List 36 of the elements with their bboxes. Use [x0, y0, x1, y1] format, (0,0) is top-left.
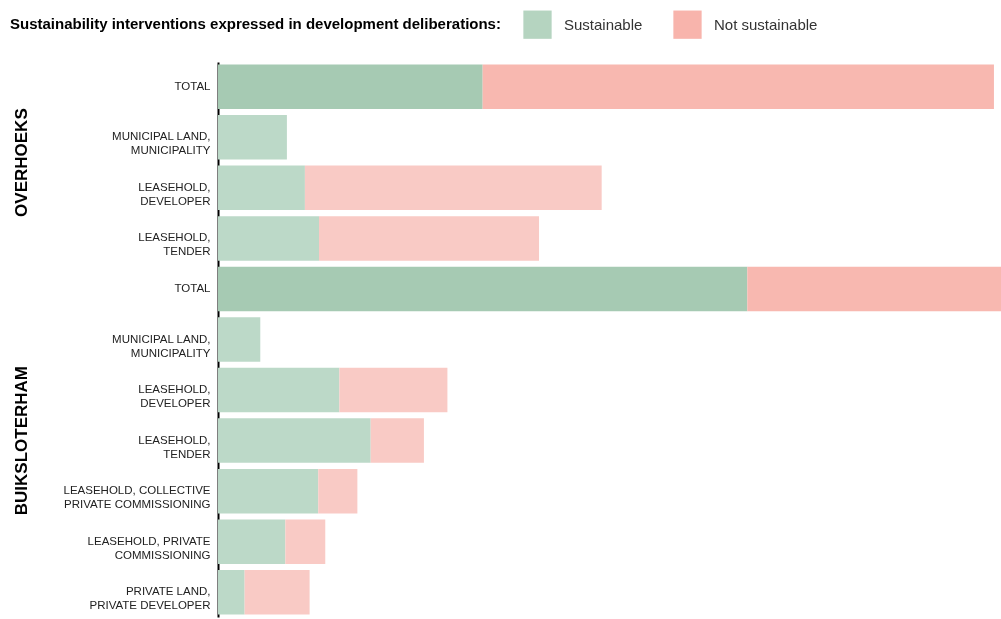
- bar: [482, 64, 994, 110]
- bar: [218, 317, 261, 362]
- bar: [218, 115, 287, 160]
- y-tick-label: LEASEHOLD, TENDER: [138, 231, 211, 258]
- bar: [218, 569, 245, 615]
- text: OVERHOEKS: [12, 108, 31, 217]
- bar: [218, 64, 483, 110]
- bar: [218, 418, 371, 463]
- y-tick-label: LEASEHOLD, PRIVATE COMMISSIONING: [87, 534, 211, 561]
- bar: [304, 165, 602, 211]
- legend-title: Sustainability interventions expressed in development deliberations:: [10, 15, 501, 32]
- bar: [218, 519, 286, 564]
- bar: [747, 266, 1001, 312]
- bar: [244, 569, 310, 615]
- y-tick-label: LEASEHOLD, COLLECTIVE PRIVATE COMMISSIONING: [63, 484, 211, 511]
- legend-label: Not sustainable: [714, 15, 818, 33]
- y-tick-label: MUNICIPAL LAND, MUNICIPALITY: [112, 130, 211, 157]
- y-tick-label: LEASEHOLD, DEVELOPER: [138, 383, 211, 410]
- bar: [285, 519, 326, 564]
- bar: [370, 418, 424, 463]
- bar: [318, 468, 358, 514]
- y-tick-label: TOTAL: [174, 281, 212, 294]
- y-tick-label: PRIVATE LAND, PRIVATE DEVELOPER: [89, 585, 211, 612]
- bar: [218, 216, 320, 261]
- bar: [218, 468, 319, 514]
- bar: [319, 216, 540, 261]
- bar: [218, 367, 340, 413]
- y-tick-label: LEASEHOLD, TENDER: [138, 433, 211, 460]
- y-tick-label: TOTAL: [174, 79, 212, 92]
- text: BUIKSLOTERHAM: [12, 365, 31, 516]
- legend-label: Sustainable: [564, 15, 643, 33]
- bar: [339, 367, 448, 413]
- bar: [218, 165, 305, 211]
- y-tick-label: LEASEHOLD, DEVELOPER: [138, 180, 211, 207]
- y-tick-label: MUNICIPAL LAND, MUNICIPALITY: [112, 332, 211, 359]
- bar: [218, 266, 748, 312]
